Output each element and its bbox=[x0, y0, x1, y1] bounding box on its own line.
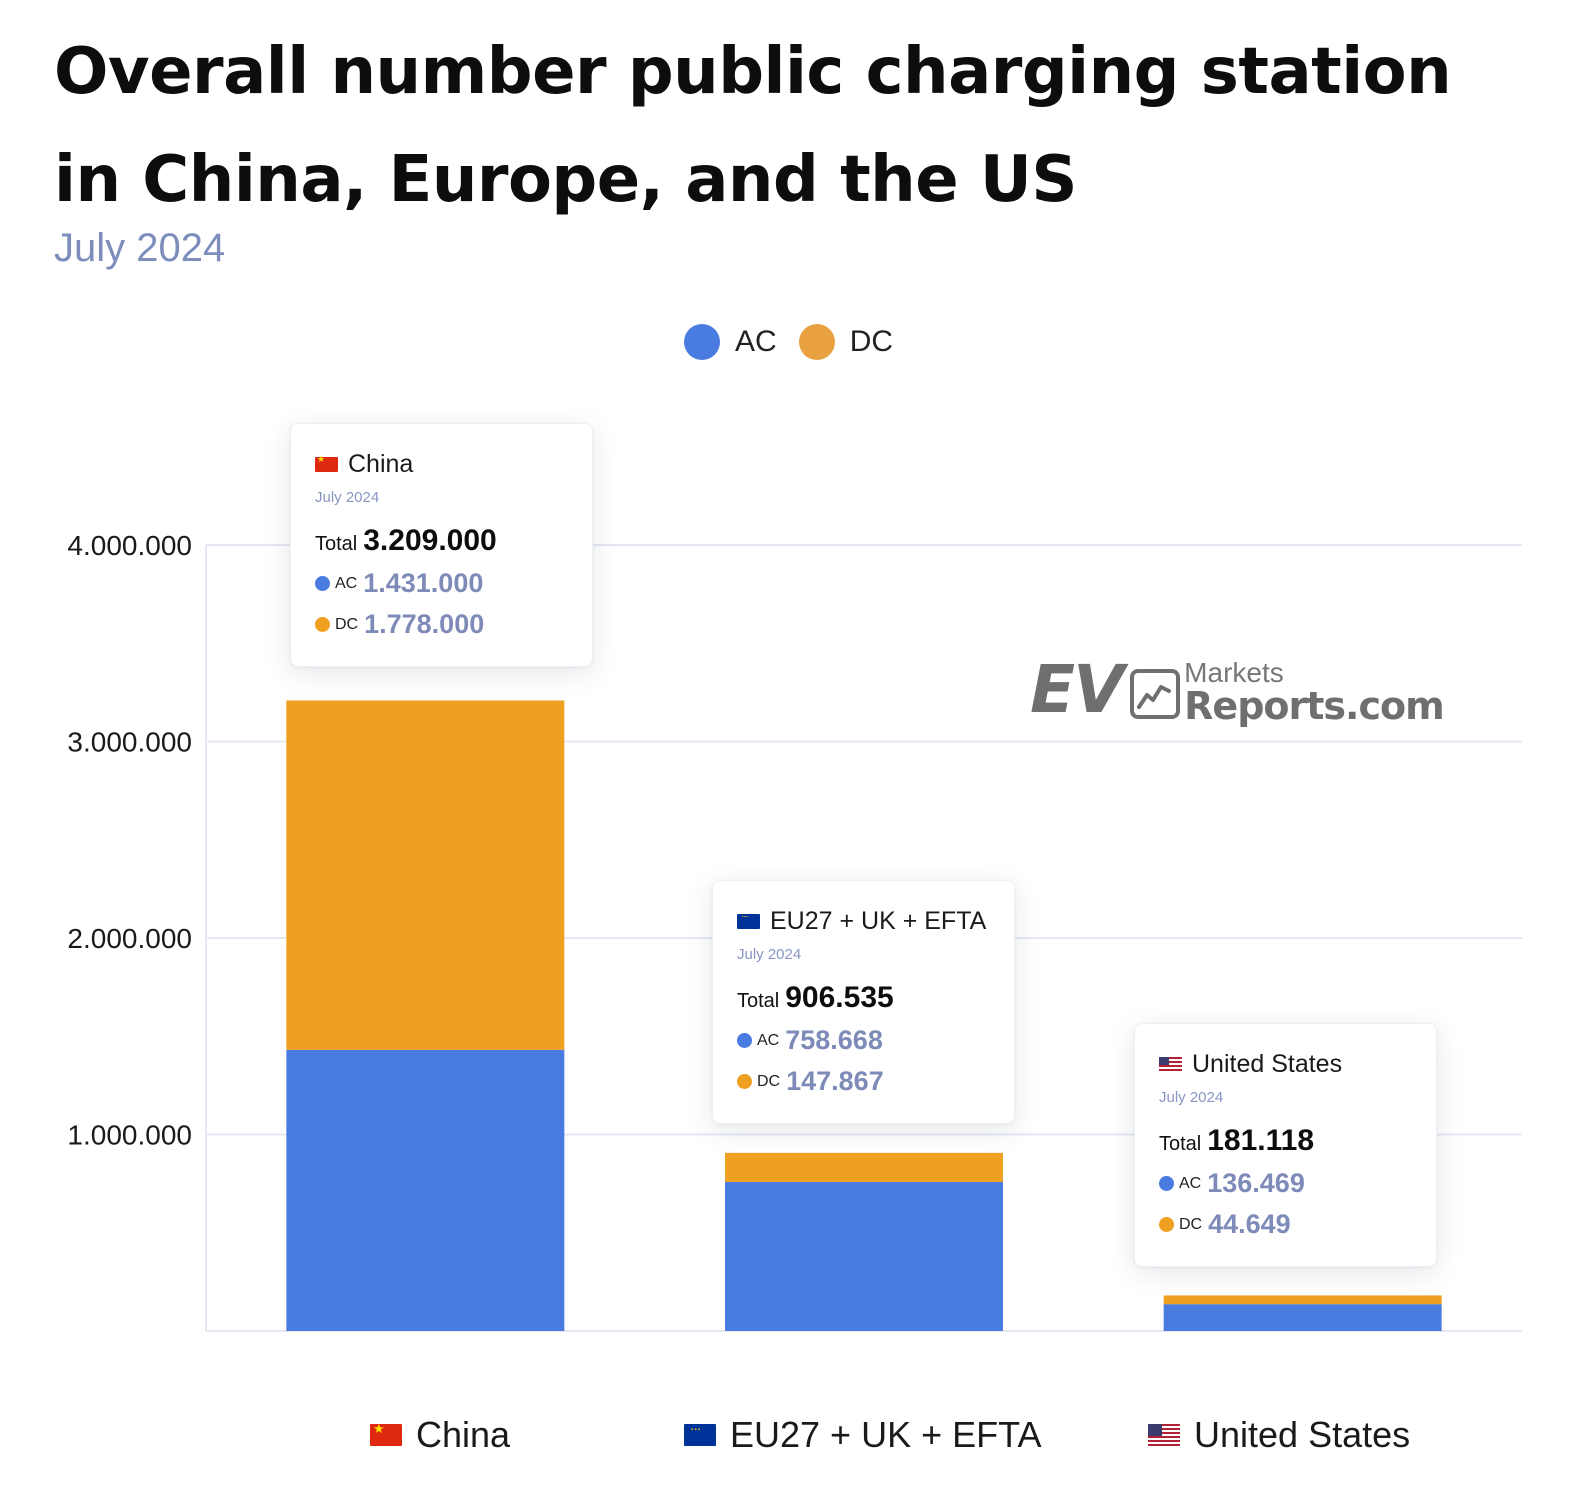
tooltip-total-value: 906.535 bbox=[785, 981, 894, 1014]
x-tick-text: United States bbox=[1194, 1414, 1411, 1455]
tooltip-total-label: Total bbox=[315, 533, 358, 555]
chart-legend: AC DC bbox=[684, 322, 915, 362]
y-tick-label: 1.000.000 bbox=[67, 1120, 192, 1151]
bar-ac-us bbox=[1163, 1304, 1442, 1331]
tooltip-eu: EU27 + UK + EFTA July 2024 Total 906.535… bbox=[712, 880, 1015, 1124]
tooltip-dc-value: 147.867 bbox=[786, 1066, 884, 1096]
tooltip-country: United States bbox=[1192, 1050, 1343, 1078]
chart-line-icon bbox=[1130, 669, 1181, 719]
watermark-logo: EV Markets Reports.com bbox=[1030, 651, 1445, 728]
tooltip-date: July 2024 bbox=[315, 489, 380, 506]
bar-dc-us bbox=[1163, 1295, 1442, 1305]
tooltip-dc-label: DC bbox=[757, 1072, 781, 1090]
flag-us-icon bbox=[1148, 1424, 1180, 1446]
chart-subtitle: July 2024 bbox=[54, 226, 226, 270]
legend-dc-dot bbox=[798, 324, 835, 360]
watermark-ev: EV bbox=[1030, 651, 1124, 728]
x-tick-label-china: China bbox=[370, 1412, 510, 1458]
legend-ac-dot bbox=[684, 324, 720, 360]
tooltip-dc-value: 44.649 bbox=[1208, 1209, 1291, 1239]
tooltip-country: China bbox=[348, 450, 414, 478]
tooltip-ac-value: 136.469 bbox=[1207, 1168, 1305, 1198]
tooltip-date: July 2024 bbox=[737, 946, 802, 963]
legend-item-ac[interactable]: AC bbox=[684, 324, 777, 360]
bar-ac-china bbox=[286, 1049, 565, 1331]
tooltip-ac-label: AC bbox=[335, 574, 358, 592]
tooltip-ac-label: AC bbox=[757, 1031, 780, 1049]
x-tick-text: EU27 + UK + EFTA bbox=[730, 1414, 1042, 1455]
tooltip-china: China July 2024 Total 3.209.000 AC 1.431… bbox=[290, 423, 593, 667]
flag-china-icon bbox=[315, 454, 338, 472]
flag-china-icon bbox=[370, 1421, 402, 1446]
tooltip-total-label: Total bbox=[1159, 1133, 1202, 1155]
legend-item-dc[interactable]: DC bbox=[798, 324, 894, 360]
tooltip-dc-value: 1.778.000 bbox=[364, 609, 485, 639]
y-tick-label: 3.000.000 bbox=[67, 727, 192, 758]
y-tick-label: 2.000.000 bbox=[67, 923, 192, 954]
x-tick-text: China bbox=[416, 1414, 511, 1455]
dc-dot-icon bbox=[315, 617, 330, 632]
flag-eu-icon bbox=[684, 1421, 716, 1446]
chart-title: Overall number public charging station i… bbox=[54, 35, 1452, 217]
tooltip-ac-value: 758.668 bbox=[785, 1025, 883, 1055]
watermark-reports: Reports.com bbox=[1184, 684, 1445, 728]
legend-ac-label: AC bbox=[735, 325, 777, 358]
tooltip-country: EU27 + UK + EFTA bbox=[770, 907, 987, 935]
flag-us-icon bbox=[1159, 1057, 1182, 1072]
tooltip-total-value: 181.118 bbox=[1207, 1124, 1315, 1157]
tooltip-ac-value: 1.431.000 bbox=[363, 568, 484, 598]
dc-dot-icon bbox=[737, 1074, 752, 1089]
tooltip-dc-label: DC bbox=[335, 615, 359, 633]
tooltip-total-label: Total bbox=[737, 990, 780, 1012]
ac-dot-icon bbox=[737, 1033, 752, 1048]
tooltip-dc-label: DC bbox=[1179, 1215, 1203, 1233]
bar-dc-china bbox=[286, 700, 565, 1050]
x-tick-label-us: United States bbox=[1148, 1412, 1410, 1458]
bar-dc-eu bbox=[725, 1152, 1003, 1182]
tooltip-total-value: 3.209.000 bbox=[363, 524, 497, 557]
tooltip-date: July 2024 bbox=[1159, 1089, 1224, 1106]
dc-dot-icon bbox=[1159, 1217, 1174, 1232]
ac-dot-icon bbox=[315, 576, 330, 591]
legend-dc-label: DC bbox=[849, 325, 894, 358]
ac-dot-icon bbox=[1159, 1176, 1174, 1191]
flag-eu-icon bbox=[737, 912, 760, 929]
x-tick-label-eu: EU27 + UK + EFTA bbox=[684, 1412, 1041, 1458]
watermark-markets: Markets bbox=[1184, 657, 1284, 688]
tooltip-ac-label: AC bbox=[1179, 1174, 1202, 1192]
y-tick-label: 4.000.000 bbox=[67, 530, 192, 561]
bar-ac-eu bbox=[725, 1181, 1003, 1331]
tooltip-us: United States July 2024 Total 181.118 AC… bbox=[1134, 1023, 1437, 1267]
